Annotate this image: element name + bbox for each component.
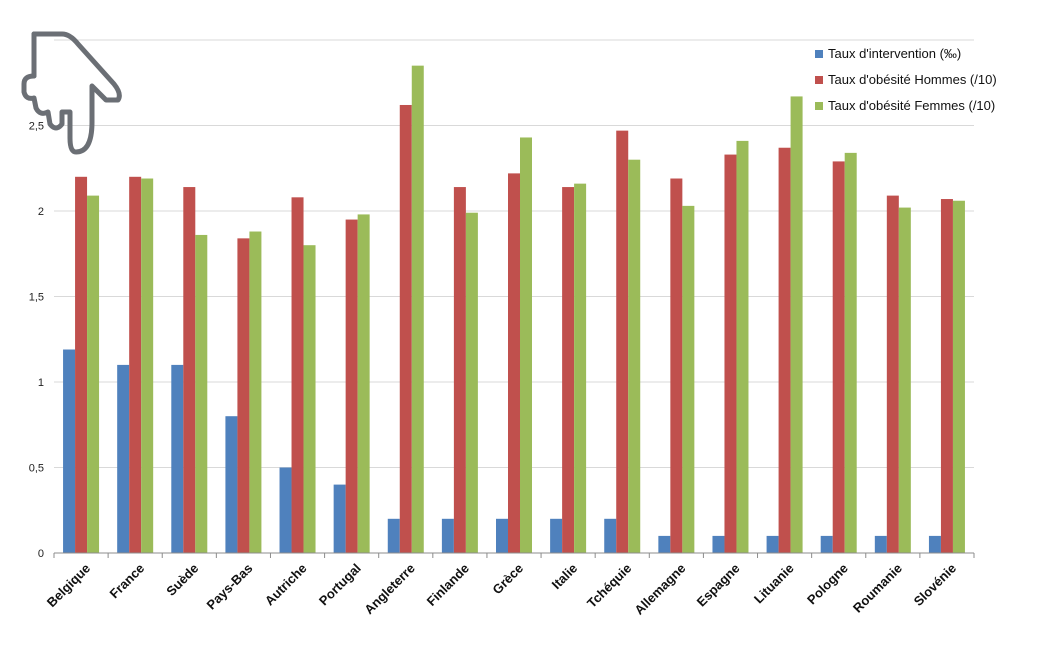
bar [453, 187, 466, 553]
x-tick-label: Tchéquie [584, 561, 634, 611]
bar [387, 518, 400, 553]
x-tick-label: Autriche [262, 561, 310, 609]
bar [117, 364, 130, 553]
bar [886, 195, 899, 554]
x-tick-label: Espagne [694, 561, 743, 610]
bars [63, 65, 965, 554]
bar [766, 535, 779, 553]
bar [141, 178, 154, 553]
y-axis-ticks: 0 0,5 1 1,5 2 2,5 [29, 121, 44, 561]
bar [844, 152, 857, 554]
bar [183, 187, 196, 553]
bar [291, 197, 304, 553]
x-tick-label: Italie [549, 561, 581, 593]
bar [195, 234, 208, 553]
x-tick-label: Allemagne [631, 561, 688, 618]
y-tick-label: 0,5 [29, 463, 44, 475]
bar [279, 467, 292, 553]
x-tick-label: Roumanie [850, 561, 905, 616]
bar [898, 207, 911, 553]
bar [411, 65, 424, 554]
y-tick-label: 2,5 [29, 121, 44, 133]
bar [496, 518, 508, 553]
bar [303, 245, 316, 553]
legend-label: Taux d'obésité Hommes (/10) [828, 72, 997, 87]
bar [574, 183, 587, 553]
bar [832, 161, 845, 553]
x-tick-label: France [107, 561, 148, 602]
legend-label: Taux d'intervention (‰) [828, 46, 961, 61]
bar [658, 535, 671, 553]
hand-pointer-icon [21, 31, 122, 155]
bar [237, 238, 250, 554]
bar [75, 176, 88, 554]
bar [225, 416, 238, 553]
bar [357, 214, 370, 554]
legend-swatch [815, 76, 823, 84]
x-tick-label: Portugal [316, 561, 364, 609]
bar [874, 535, 887, 553]
y-tick-label: 0 [38, 548, 44, 560]
bar [820, 535, 833, 553]
x-tick-label: Belgique [44, 561, 93, 610]
bar [712, 535, 725, 553]
bar [724, 154, 737, 553]
x-tick-label: Slovénie [911, 561, 959, 609]
bar [249, 231, 262, 553]
bar [171, 364, 184, 553]
bar [399, 104, 412, 553]
legend: Taux d'intervention (‰) Taux d'obésité Ho… [815, 46, 997, 113]
bar [520, 137, 532, 553]
x-tick-label: Suède [163, 561, 201, 599]
bar [63, 349, 76, 553]
bar [736, 140, 749, 553]
y-tick-label: 2 [38, 206, 44, 218]
bar [682, 205, 695, 553]
bar [441, 518, 454, 553]
x-tick-label: Grèce [489, 561, 526, 598]
x-axis [53, 552, 975, 558]
bar [952, 200, 965, 554]
x-tick-label: Angleterre [361, 561, 418, 618]
bar [345, 219, 358, 554]
y-tick-label: 1 [38, 377, 44, 389]
bar [604, 518, 617, 553]
bar [333, 484, 346, 553]
bar [790, 96, 803, 554]
x-tick-label: Pologne [804, 561, 851, 608]
bar [562, 187, 575, 553]
legend-swatch [815, 50, 823, 58]
y-tick-label: 1,5 [29, 292, 44, 304]
legend-label: Taux d'obésité Femmes (/10) [828, 98, 995, 113]
bar [550, 518, 563, 553]
bar [928, 535, 941, 553]
x-tick-label: Finlande [424, 561, 472, 609]
bar [87, 195, 100, 554]
bar [778, 147, 791, 554]
bar [616, 130, 629, 553]
bar [940, 199, 953, 553]
bar [670, 178, 683, 553]
bar [508, 173, 520, 553]
x-axis-labels: Belgique France Suède Pays-Bas Autriche Portu… [44, 561, 959, 618]
x-tick-label: Lituanie [751, 561, 797, 607]
bar [465, 212, 478, 553]
bar [129, 176, 142, 554]
x-tick-label: Pays-Bas [204, 561, 256, 613]
bar [628, 159, 641, 553]
legend-swatch [815, 102, 823, 110]
